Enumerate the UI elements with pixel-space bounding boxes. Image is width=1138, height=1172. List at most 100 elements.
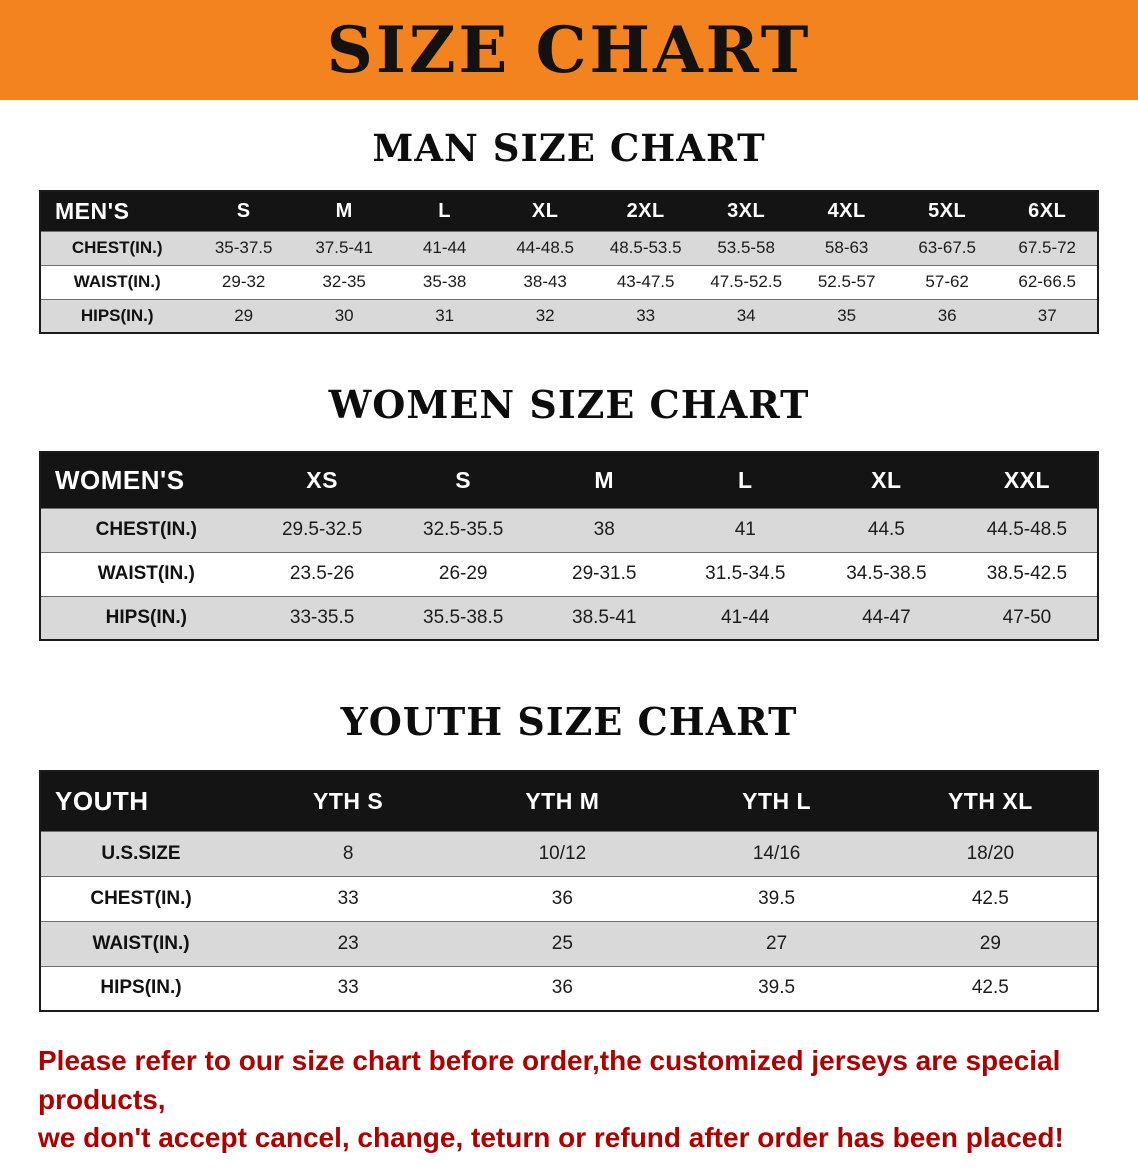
size-value-cell: 44-47 — [862, 606, 911, 628]
size-value-cell: 29-31.5 — [572, 563, 637, 584]
men-section-heading: MAN SIZE CHART — [372, 126, 766, 170]
size-value-cell: 36 — [551, 977, 573, 999]
page-title: SIZE CHART — [326, 13, 812, 88]
size-value-cell: 33 — [636, 305, 656, 325]
row-label: HIPS(IN.) — [105, 606, 187, 628]
size-value-cell: 43-47.5 — [616, 272, 675, 291]
size-value-cell: 39.5 — [758, 977, 796, 999]
size-value-cell: 18/20 — [966, 842, 1015, 864]
men-size-column-header: 6XL — [997, 191, 1098, 231]
size-value-cell: 44-48.5 — [516, 238, 574, 257]
size-value-cell: 30 — [334, 305, 354, 325]
women-measurement-row: WAIST(IN.) 23.5-26 26-29 29-31.5 31.5-34.5 34… — [40, 552, 1098, 596]
row-label: U.S.SIZE — [101, 842, 181, 864]
size-value-cell: 42.5 — [971, 977, 1009, 999]
men-measurement-row: CHEST(IN.) 35-37.5 37.5-41 41-44 44-48.5 48.5… — [40, 231, 1098, 265]
size-value-cell: 44.5 — [867, 519, 905, 540]
row-label: CHEST(IN.) — [90, 887, 192, 909]
size-value-cell: 41-44 — [721, 606, 770, 628]
size-value-cell: 41-44 — [422, 238, 467, 257]
disclaimer-note: Please refer to our size chart before or… — [0, 1042, 1138, 1158]
row-label: CHEST(IN.) — [71, 238, 163, 257]
men-size-column-header: 5XL — [896, 191, 998, 231]
women-size-section: WOMEN SIZE CHART WOMEN'S XS S M L XL XXL CHEST(I… — [0, 382, 1138, 641]
size-value-cell: 37 — [1037, 305, 1057, 325]
youth-size-column-header: YTH S — [241, 771, 456, 831]
row-label: WAIST(IN.) — [92, 932, 190, 954]
size-value-cell: 32 — [535, 305, 555, 325]
size-value-cell: 34.5-38.5 — [846, 563, 927, 584]
men-size-column-header: S — [193, 191, 294, 231]
size-value-cell: 37.5-41 — [315, 238, 373, 257]
size-value-cell: 44.5-48.5 — [986, 519, 1068, 540]
men-size-table: MEN'S S M L XL 2XL 3XL 4XL 5XL 6XL CHEST(IN.) 35-37… — [39, 190, 1099, 334]
size-value-cell: 32-35 — [322, 272, 366, 291]
size-value-cell: 42.5 — [971, 887, 1009, 909]
size-value-cell: 38.5-42.5 — [986, 563, 1068, 584]
size-value-cell: 23 — [337, 932, 359, 954]
size-value-cell: 34 — [736, 305, 756, 325]
women-table-title-cell: WOMEN'S — [40, 452, 252, 508]
men-size-column-header: L — [394, 191, 495, 231]
men-header-row: MEN'S S M L XL 2XL 3XL 4XL 5XL 6XL — [40, 191, 1098, 231]
size-value-cell: 33 — [337, 977, 359, 999]
row-label: WAIST(IN.) — [97, 563, 195, 584]
size-value-cell: 32.5-35.5 — [423, 519, 504, 540]
disclaimer-line-2: we don't accept cancel, change, teturn o… — [38, 1122, 1064, 1154]
women-section-heading: WOMEN SIZE CHART — [328, 382, 810, 427]
youth-measurement-row: U.S.SIZE 8 10/12 14/16 18/20 — [40, 831, 1098, 876]
women-size-column-header: XL — [815, 452, 957, 508]
size-value-cell: 38.5-41 — [572, 606, 637, 628]
size-value-cell: 36 — [937, 305, 957, 325]
women-size-column-header: XXL — [956, 452, 1098, 508]
men-size-column-header: 3XL — [695, 191, 797, 231]
youth-header-row: YOUTH YTH S YTH M YTH L YTH XL — [40, 771, 1098, 831]
size-value-cell: 29-32 — [221, 272, 266, 291]
size-value-cell: 33 — [337, 887, 359, 909]
women-size-column-header: S — [392, 452, 534, 508]
women-measurement-row: HIPS(IN.) 33-35.5 35.5-38.5 38.5-41 41-44 44-… — [40, 596, 1098, 640]
size-value-cell: 31 — [435, 305, 455, 325]
size-value-cell: 31.5-34.5 — [705, 563, 786, 584]
row-label: CHEST(IN.) — [95, 519, 197, 540]
size-charts-container: MAN SIZE CHART MEN'S S M L XL 2XL 3XL 4XL 5XL 6XL C… — [0, 126, 1138, 1012]
men-size-column-header: 2XL — [595, 191, 696, 231]
men-size-column-header: 4XL — [796, 191, 897, 231]
youth-size-column-header: YTH M — [455, 771, 670, 831]
youth-size-section: YOUTH SIZE CHART YOUTH YTH S YTH M YTH L YTH … — [0, 699, 1138, 1012]
size-value-cell: 48.5-53.5 — [609, 238, 682, 257]
women-size-table: WOMEN'S XS S M L XL XXL CHEST(IN.) 29.5-32.5 32.5… — [39, 451, 1099, 641]
size-value-cell: 47.5-52.5 — [710, 272, 783, 291]
size-value-cell: 47-50 — [1002, 606, 1052, 628]
size-value-cell: 29 — [979, 932, 1001, 954]
size-value-cell: 67.5-72 — [1018, 238, 1077, 257]
women-measurement-row: CHEST(IN.) 29.5-32.5 32.5-35.5 38 41 44.5 44.5… — [40, 508, 1098, 552]
youth-size-column-header: YTH L — [669, 771, 884, 831]
size-value-cell: 38-43 — [523, 272, 567, 291]
size-value-cell: 14/16 — [752, 842, 801, 864]
row-label: HIPS(IN.) — [100, 977, 182, 999]
women-size-column-header: L — [674, 452, 816, 508]
men-size-section: MAN SIZE CHART MEN'S S M L XL 2XL 3XL 4XL 5XL 6XL C… — [0, 126, 1138, 334]
row-label: HIPS(IN.) — [80, 305, 154, 325]
size-value-cell: 27 — [766, 932, 788, 954]
size-value-cell: 36 — [551, 887, 573, 909]
men-measurement-row: HIPS(IN.) 29 30 31 32 33 34 35 36 37 — [40, 299, 1098, 333]
men-size-column-header: M — [293, 191, 395, 231]
women-size-column-header: XS — [251, 452, 393, 508]
size-value-cell: 53.5-58 — [717, 238, 775, 257]
size-value-cell: 23.5-26 — [289, 563, 355, 584]
men-measurement-row: WAIST(IN.) 29-32 32-35 35-38 38-43 43-47.5 47.… — [40, 265, 1098, 299]
size-value-cell: 41 — [734, 519, 756, 540]
youth-measurement-row: WAIST(IN.) 23 25 27 29 — [40, 921, 1098, 966]
size-value-cell: 39.5 — [758, 887, 796, 909]
men-size-column-header: XL — [494, 191, 596, 231]
size-value-cell: 58-63 — [824, 238, 869, 257]
size-value-cell: 35 — [837, 305, 857, 325]
title-banner: SIZE CHART — [0, 0, 1138, 100]
size-value-cell: 63-67.5 — [918, 238, 976, 257]
size-value-cell: 35-37.5 — [214, 238, 273, 257]
size-value-cell: 52.5-57 — [817, 272, 876, 291]
size-value-cell: 29 — [234, 305, 254, 325]
